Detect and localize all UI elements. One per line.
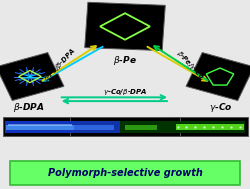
Text: $\gamma$-Co: $\gamma$-Co <box>210 101 233 114</box>
FancyBboxPatch shape <box>6 125 74 130</box>
Text: $\gamma$-Co/$\beta$-DPA: $\gamma$-Co/$\beta$-DPA <box>103 87 147 97</box>
Text: $\beta$-DPA: $\beta$-DPA <box>13 101 45 114</box>
Text: $\beta$-Pe/$\gamma$-Co: $\beta$-Pe/$\gamma$-Co <box>174 48 206 82</box>
FancyBboxPatch shape <box>2 117 78 136</box>
FancyBboxPatch shape <box>125 125 156 130</box>
FancyBboxPatch shape <box>10 161 240 185</box>
FancyBboxPatch shape <box>186 53 250 101</box>
FancyBboxPatch shape <box>172 117 248 136</box>
Text: Polymorph-selective growth: Polymorph-selective growth <box>48 168 203 178</box>
FancyBboxPatch shape <box>120 121 178 133</box>
FancyBboxPatch shape <box>0 53 64 101</box>
Text: $\beta$-Pe: $\beta$-Pe <box>113 54 137 67</box>
FancyBboxPatch shape <box>5 121 75 133</box>
FancyBboxPatch shape <box>85 2 165 51</box>
FancyBboxPatch shape <box>72 121 120 133</box>
FancyBboxPatch shape <box>74 125 114 130</box>
FancyBboxPatch shape <box>176 124 244 130</box>
Text: $\beta$-Pe/$\beta$-DPA: $\beta$-Pe/$\beta$-DPA <box>42 46 78 84</box>
FancyBboxPatch shape <box>70 117 180 136</box>
FancyBboxPatch shape <box>175 121 245 133</box>
FancyBboxPatch shape <box>8 124 72 126</box>
